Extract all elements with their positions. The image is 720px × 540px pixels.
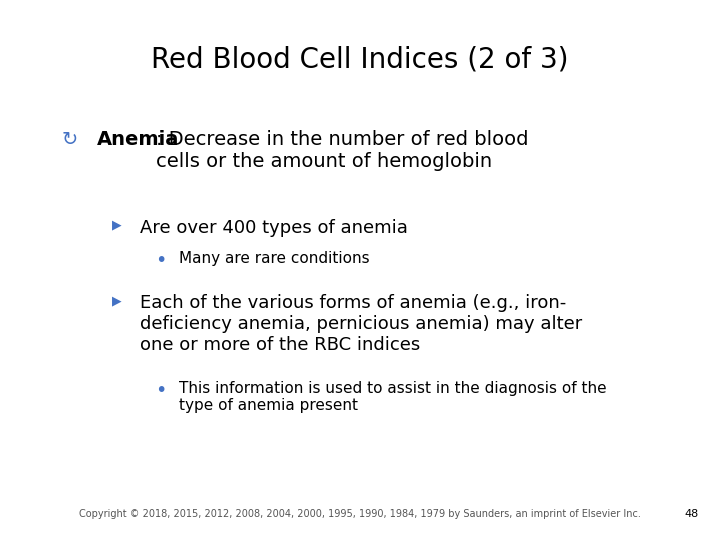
Text: •: • [155, 251, 166, 270]
Text: Many are rare conditions: Many are rare conditions [179, 251, 369, 266]
Text: ▶: ▶ [112, 219, 121, 232]
Text: Copyright © 2018, 2015, 2012, 2008, 2004, 2000, 1995, 1990, 1984, 1979 by Saunde: Copyright © 2018, 2015, 2012, 2008, 2004… [79, 509, 641, 519]
Text: 48: 48 [684, 509, 698, 519]
Text: ▶: ▶ [112, 294, 121, 307]
Text: Anemia: Anemia [97, 130, 179, 148]
Text: Red Blood Cell Indices (2 of 3): Red Blood Cell Indices (2 of 3) [151, 46, 569, 74]
Text: ↻: ↻ [61, 130, 78, 148]
Text: Each of the various forms of anemia (e.g., iron-
deficiency anemia, pernicious a: Each of the various forms of anemia (e.g… [140, 294, 582, 354]
Text: : Decrease in the number of red blood
cells or the amount of hemoglobin: : Decrease in the number of red blood ce… [156, 130, 528, 171]
Text: •: • [155, 381, 166, 400]
Text: Are over 400 types of anemia: Are over 400 types of anemia [140, 219, 408, 237]
Text: This information is used to assist in the diagnosis of the
type of anemia presen: This information is used to assist in th… [179, 381, 606, 413]
